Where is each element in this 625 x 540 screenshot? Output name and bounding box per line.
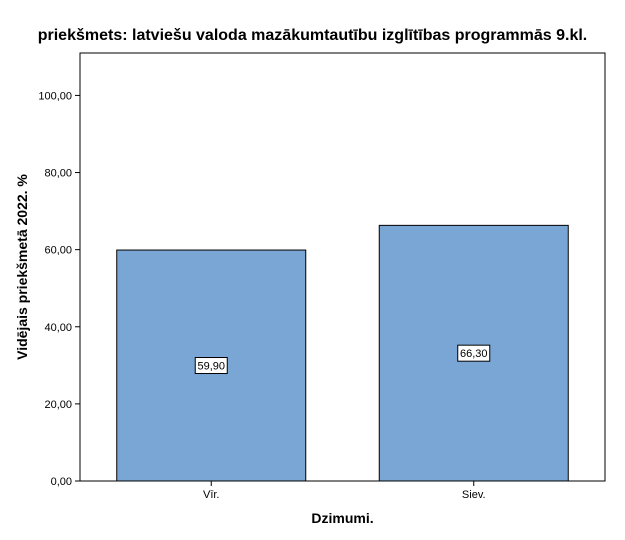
y-tick-label: 60,00	[44, 245, 72, 257]
y-tick-label: 100,00	[38, 90, 72, 102]
y-tick-label: 0,00	[51, 476, 72, 488]
y-tick-label: 40,00	[44, 322, 72, 334]
plot-area	[79, 52, 606, 482]
bars: 59,90 66,30	[116, 224, 569, 482]
x-tick-label: Siev.	[462, 489, 486, 501]
data-label-box	[457, 344, 491, 362]
x-axis-title: Dzimumi.	[311, 510, 373, 526]
data-label-box	[194, 357, 228, 375]
data-label: 66,30	[460, 348, 488, 360]
x-axis-ticks: Vīr. Siev.	[203, 481, 486, 501]
y-tick-label: 80,00	[44, 168, 72, 180]
y-tick-label: 20,00	[44, 399, 72, 411]
bar	[116, 249, 307, 482]
data-label: 59,90	[197, 361, 225, 373]
x-tick-label: Vīr.	[203, 489, 220, 501]
y-axis-ticks: 0,00 20,00 40,00 60,00 80,00 100,00	[38, 90, 80, 488]
y-axis-title: Vidējais priekšmetā 2022. %	[14, 174, 30, 360]
chart-title: priekšmets: latviešu valoda mazākumtautī…	[37, 27, 588, 44]
